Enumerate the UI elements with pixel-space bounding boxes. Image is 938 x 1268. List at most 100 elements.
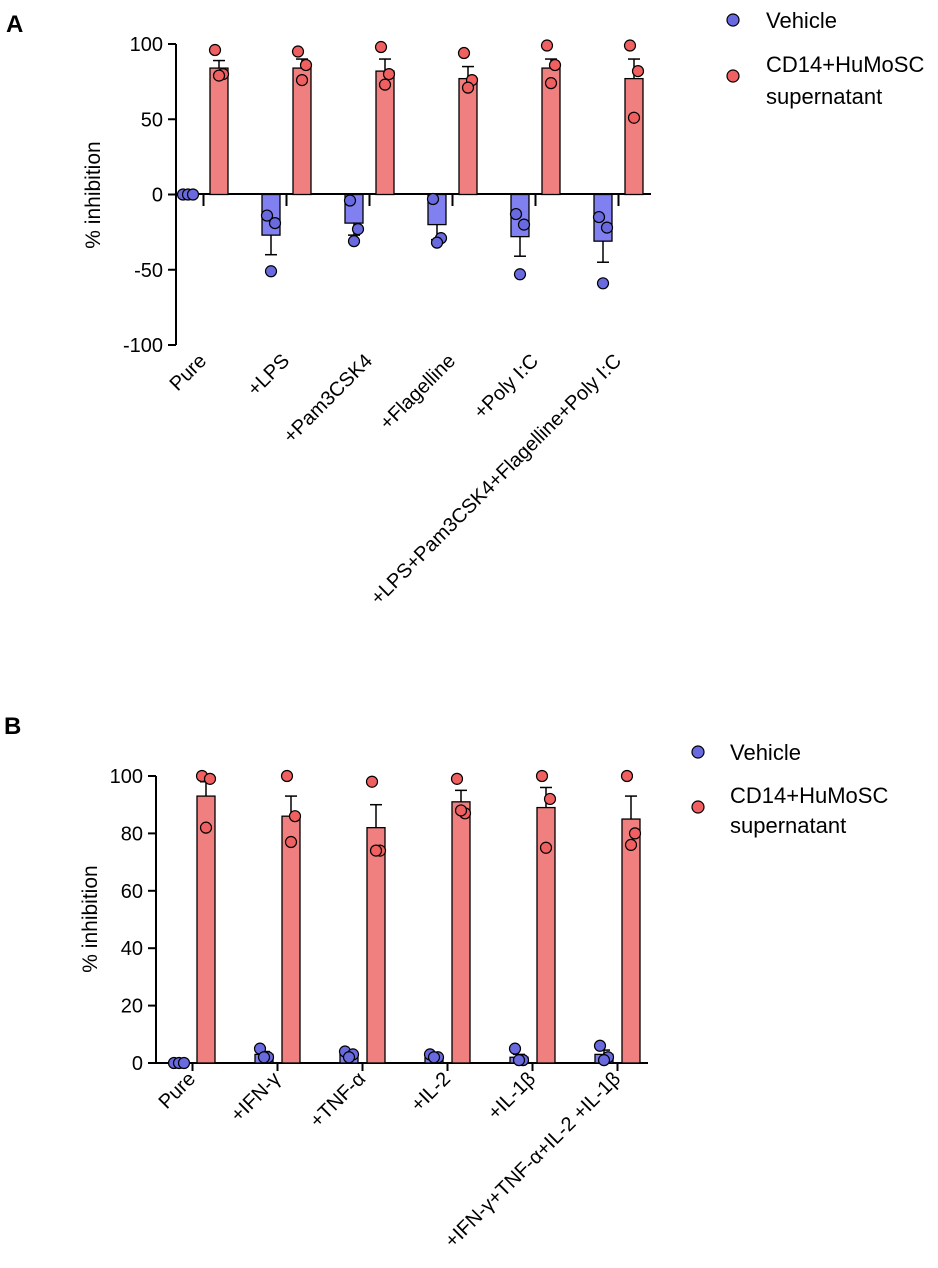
x-category-label: +IFN-γ: [227, 1068, 285, 1126]
legend-treated-marker: [726, 69, 740, 83]
x-category-label: +IL-1β: [484, 1068, 540, 1124]
legend-vehicle-marker: [691, 745, 705, 759]
data-point-vehicle: [268, 216, 282, 230]
y-tick-label: 40: [121, 938, 143, 960]
data-point-treated: [378, 78, 392, 91]
x-category-label: Pure: [166, 350, 211, 395]
data-point-treated: [540, 39, 554, 52]
legend-treated-label-line2: supernatant: [766, 84, 882, 109]
x-category-label: +Pam3CSK4: [279, 350, 377, 448]
y-tick-label: 0: [132, 1053, 143, 1075]
data-point-treated: [291, 45, 305, 58]
data-point-vehicle: [186, 188, 200, 201]
y-axis-title: % inhibition: [82, 141, 105, 248]
data-point-treated: [457, 46, 471, 60]
data-point-treated: [365, 775, 379, 788]
bar-treated: [451, 801, 471, 1064]
data-point-vehicle: [596, 277, 610, 290]
y-tick-label: 50: [141, 109, 163, 131]
data-point-treated: [539, 841, 553, 854]
data-point-treated: [208, 43, 222, 57]
x-category-label: +TNF-α: [306, 1068, 370, 1132]
data-point-treated: [543, 792, 557, 806]
data-point-treated: [295, 74, 309, 87]
x-category-label: +Poly I:C: [470, 350, 543, 423]
data-point-vehicle: [592, 210, 606, 224]
x-category-label: Pure: [155, 1068, 200, 1113]
bar-treated: [366, 827, 386, 1064]
data-point-vehicle: [343, 194, 357, 207]
data-point-treated: [620, 769, 634, 783]
data-point-treated: [299, 58, 313, 72]
data-point-vehicle: [512, 1054, 526, 1067]
legend-treated-label: CD14+HuMoSC: [730, 783, 888, 808]
bar-treated: [292, 67, 312, 196]
data-point-vehicle: [513, 268, 527, 281]
data-point-vehicle: [593, 1039, 607, 1052]
legend-treated-label-line2: supernatant: [730, 813, 846, 838]
data-point-vehicle: [257, 1051, 271, 1064]
data-point-treated: [382, 67, 396, 81]
legend-vehicle-label: Vehicle: [766, 8, 837, 33]
data-point-vehicle: [427, 1051, 441, 1064]
bar-treated: [196, 795, 216, 1064]
data-point-treated: [631, 64, 645, 78]
bar-treated: [621, 818, 641, 1064]
data-point-treated: [544, 77, 558, 90]
legend-treated-label: CD14+HuMoSC: [766, 52, 924, 77]
y-tick-label: -50: [134, 260, 163, 282]
legend-vehicle-label: Vehicle: [730, 740, 801, 765]
data-point-vehicle: [264, 265, 278, 278]
panel-letter: B: [4, 713, 21, 740]
y-tick-label: 20: [121, 996, 143, 1018]
bar-treated: [281, 815, 301, 1064]
data-point-treated: [624, 838, 638, 851]
data-point-vehicle: [600, 221, 614, 234]
data-point-treated: [369, 844, 383, 857]
data-point-treated: [461, 81, 475, 94]
panel-letter: A: [6, 11, 23, 38]
bar-treated: [458, 77, 478, 196]
data-point-vehicle: [260, 209, 274, 222]
data-point-vehicle: [517, 218, 531, 231]
y-axis-title: % inhibition: [79, 865, 102, 972]
data-point-treated: [627, 111, 641, 124]
data-point-treated: [288, 810, 302, 823]
y-tick-label: 60: [121, 881, 143, 903]
data-point-vehicle: [430, 236, 444, 249]
data-point-treated: [454, 804, 468, 817]
data-point-vehicle: [177, 1056, 191, 1070]
data-point-treated: [623, 39, 637, 52]
data-point-vehicle: [426, 192, 440, 206]
data-point-treated: [628, 827, 642, 840]
x-category-label: +IFN-γ+TNF-α+IL-2 +IL-1β: [441, 1068, 625, 1252]
data-point-treated: [280, 769, 294, 783]
bar-treated: [209, 67, 229, 196]
y-tick-label: 100: [130, 34, 163, 56]
data-point-treated: [212, 69, 226, 82]
data-point-treated: [374, 40, 388, 54]
data-point-vehicle: [347, 235, 361, 248]
y-tick-label: 80: [121, 823, 143, 845]
panel-a-chart: A 100 50 0 -50 -100 % inhibition Pure +LPS+Pam3C…: [6, 8, 924, 609]
data-point-vehicle: [509, 207, 523, 221]
data-point-treated: [284, 835, 298, 849]
data-point-treated: [203, 772, 217, 785]
data-point-vehicle: [508, 1042, 522, 1055]
data-point-treated: [535, 769, 549, 783]
bar-treated: [624, 77, 644, 196]
legend-treated-marker: [691, 800, 705, 814]
data-point-treated: [450, 772, 464, 785]
y-tick-label: 100: [110, 766, 143, 788]
y-tick-label: -100: [123, 335, 163, 357]
data-point-vehicle: [597, 1054, 611, 1067]
x-category-label: +IL-2: [407, 1068, 455, 1116]
data-point-treated: [548, 58, 562, 72]
y-tick-label: 0: [152, 185, 163, 207]
data-point-vehicle: [342, 1051, 356, 1064]
data-point-treated: [199, 821, 213, 834]
legend-vehicle-marker: [726, 13, 740, 27]
x-category-label: +LPS: [243, 350, 294, 401]
